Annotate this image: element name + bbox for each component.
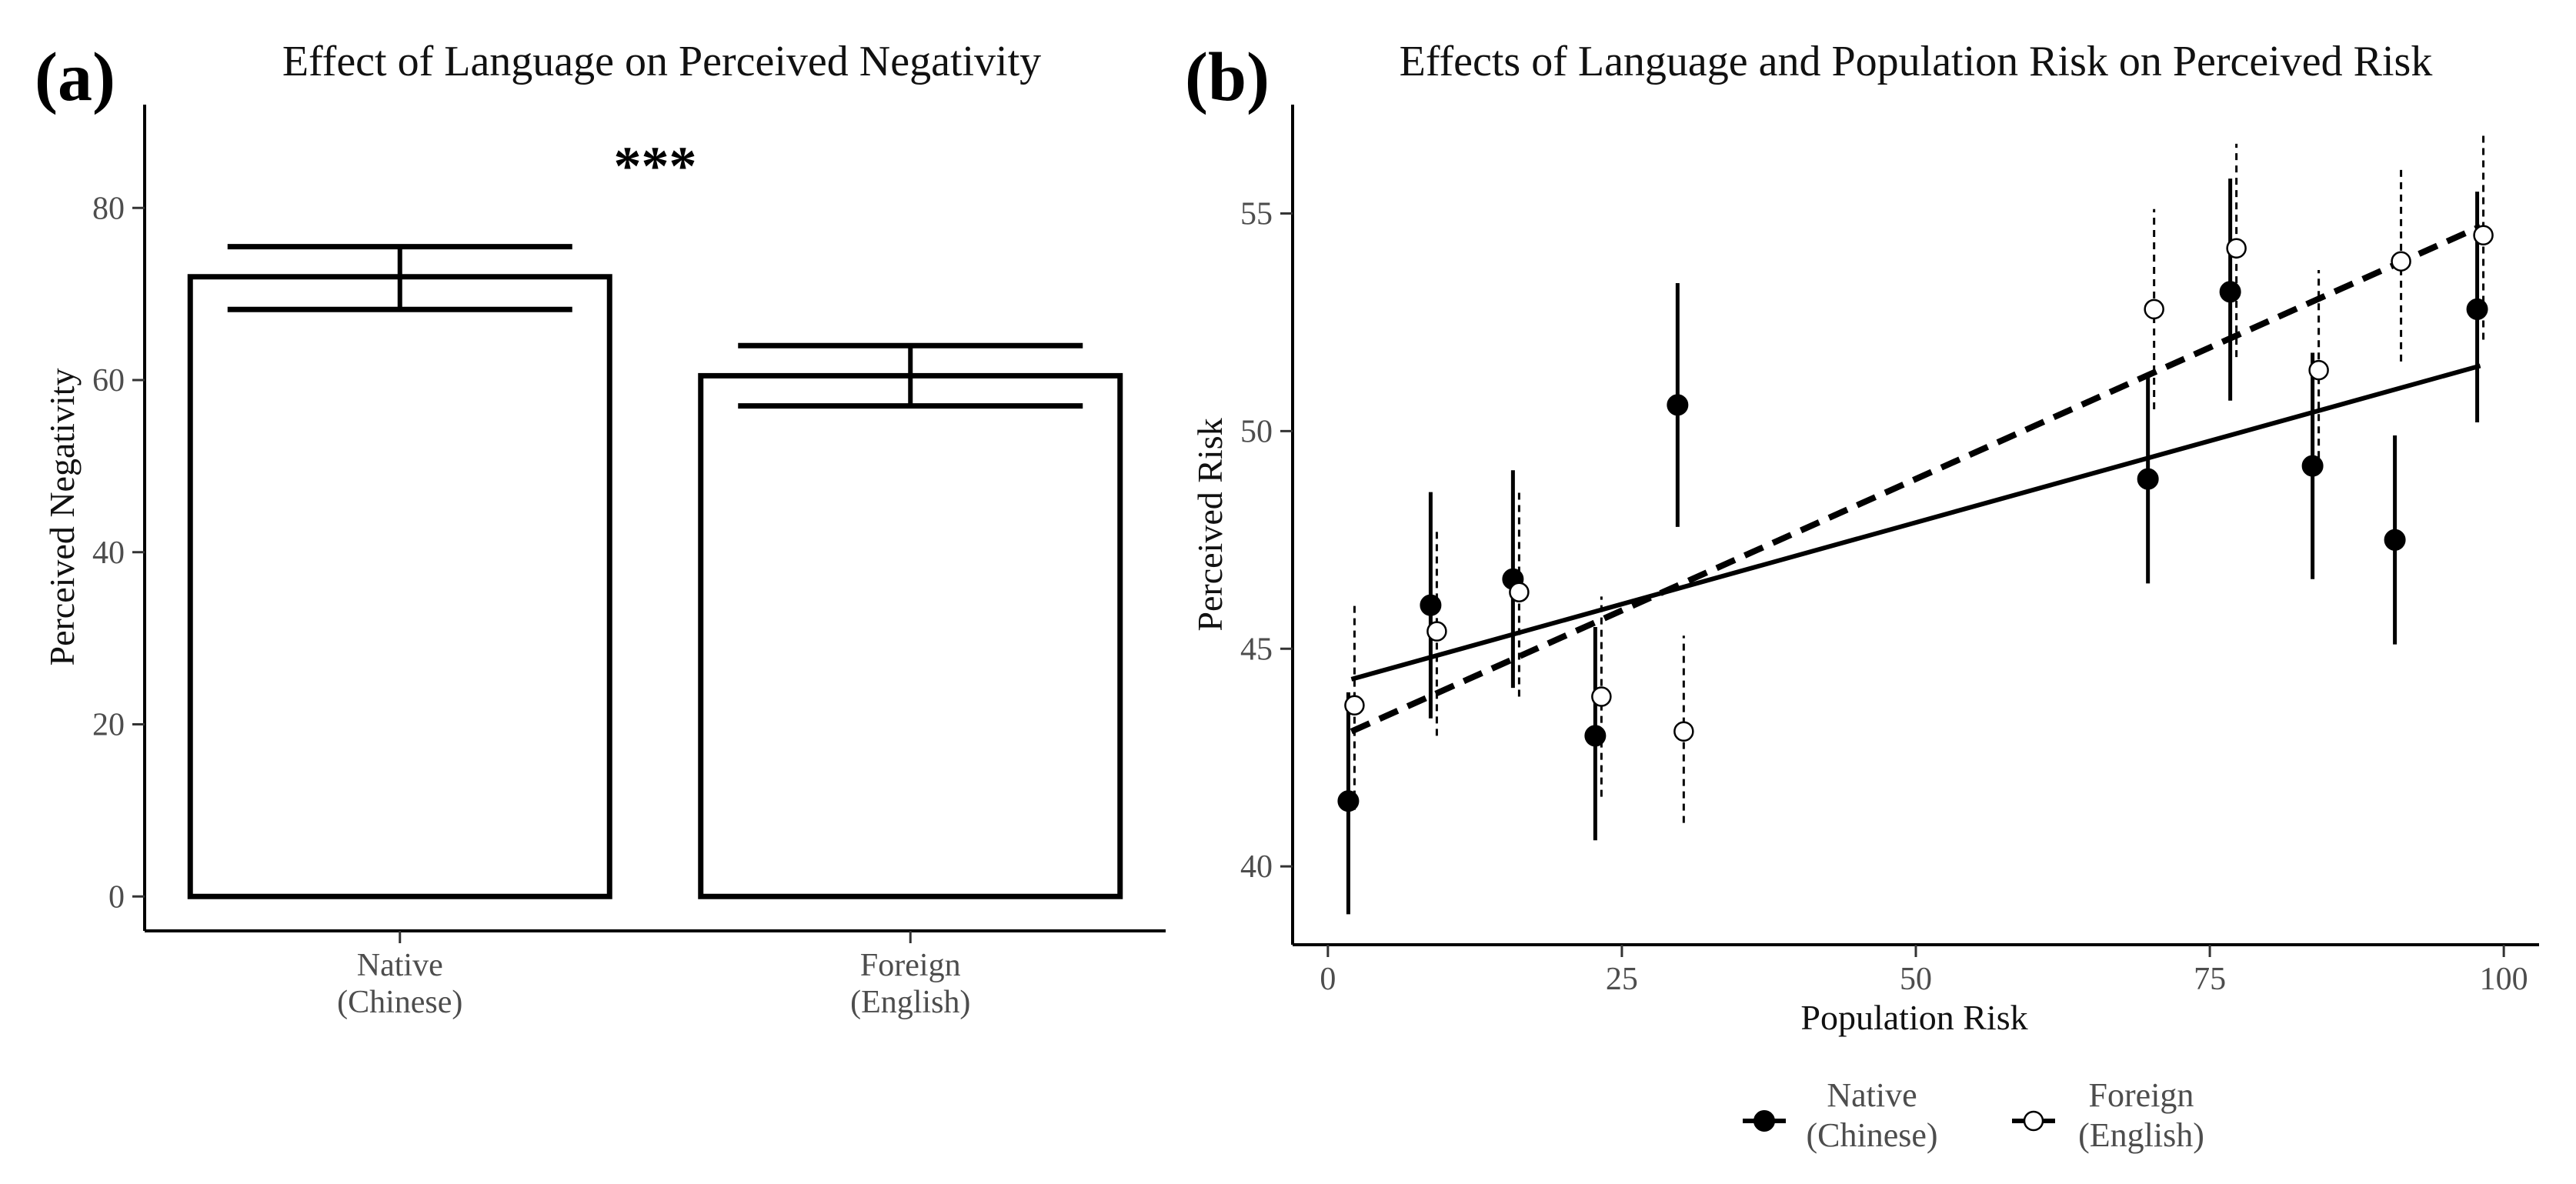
panel-b-x-tick-label: 0 xyxy=(1320,962,1336,997)
panel-a-y-tick-label: 80 xyxy=(92,191,125,226)
panel-b-data-point xyxy=(2144,299,2164,320)
legend-label: (Chinese) xyxy=(1806,1116,1937,1154)
panel-a-category-label: Foreign xyxy=(860,948,961,983)
legend-key-marker xyxy=(1753,1110,1775,1132)
legend-key-marker xyxy=(2023,1110,2044,1132)
panel-b-data-point xyxy=(2226,238,2247,258)
panel-a-category-label: Native xyxy=(357,948,443,983)
panel-b-data-point xyxy=(1426,621,1447,642)
panel-b-title: Effects of Language and Population Risk … xyxy=(1400,38,2433,85)
panel-a-significance-stars: *** xyxy=(614,135,697,197)
panel-a-y-axis-title: Perceived Negativity xyxy=(42,368,82,665)
panel-a-category-label: (Chinese) xyxy=(337,985,462,1020)
legend-label: Foreign xyxy=(2089,1076,2194,1114)
panel-a-y-tick-label: 0 xyxy=(108,879,125,915)
panel-b-data-point xyxy=(1667,394,1689,416)
panel-b-fit-line xyxy=(1350,363,2481,682)
panel-b-x-tick-label: 50 xyxy=(1900,962,1932,997)
panel-a-bar xyxy=(698,372,1123,899)
panel-b-data-point xyxy=(1337,790,1360,812)
panel-b-data-point xyxy=(1591,686,1612,707)
panel-a-y-tick-label: 60 xyxy=(92,363,125,399)
legend-label: Native xyxy=(1827,1076,1917,1114)
legend: Native(Chinese) Foreign(English) xyxy=(1743,1076,2204,1154)
panel-a-y-tick-label: 40 xyxy=(92,535,125,571)
panel-b-x-tick-label: 100 xyxy=(2480,962,2528,997)
panel-b-data-point xyxy=(2466,298,2488,320)
panel-b-label: (b) xyxy=(1185,39,1270,115)
legend-label: (English) xyxy=(2078,1116,2204,1154)
panel-b-y-tick-label: 45 xyxy=(1240,632,1273,667)
panel-b-y-axis-title: Perceived Risk xyxy=(1190,418,1230,631)
panel-b-data-point xyxy=(1344,695,1365,716)
panel-a-title: Effect of Language on Perceived Negativi… xyxy=(282,38,1041,85)
panel-a-y-tick-label: 20 xyxy=(92,708,125,743)
panel-b-fit-line xyxy=(1350,223,2482,735)
panel-b-y-tick-label: 40 xyxy=(1240,849,1273,885)
panel-b-data-point xyxy=(2308,359,2329,381)
panel-b-x-axis-title: Population Risk xyxy=(1800,998,2027,1037)
panel-b-data-point xyxy=(2391,251,2411,272)
panel-a-label: (a) xyxy=(35,39,115,115)
panel-a-category-label: (English) xyxy=(850,985,970,1020)
panel-b-y-tick-label: 55 xyxy=(1240,196,1273,232)
panel-b-data-point xyxy=(2473,225,2494,245)
panel-b-x-tick-label: 75 xyxy=(2194,962,2226,997)
panel-a-plot: 0 20 40 60 80 Native(Chinese) Foreign(English)… xyxy=(92,105,1166,1020)
panel-b-data-point xyxy=(2219,281,2241,303)
panel-a-bar xyxy=(187,274,612,899)
panel-b-data-point xyxy=(2301,455,2324,477)
panel-b-x-tick-label: 25 xyxy=(1606,962,1638,997)
panel-b-y-tick-label: 50 xyxy=(1240,414,1273,449)
panel-b-data-point xyxy=(1509,582,1530,602)
panel-b-data-point xyxy=(2137,468,2159,490)
panel-b-plot: 40 45 50 55 0 25 50 75 100 xyxy=(1240,105,2539,997)
panel-b-data-point xyxy=(1420,594,1442,616)
panel-b-data-point xyxy=(1673,721,1694,742)
panel-b-data-point xyxy=(1584,725,1607,747)
panel-b-data-point xyxy=(2384,529,2406,551)
